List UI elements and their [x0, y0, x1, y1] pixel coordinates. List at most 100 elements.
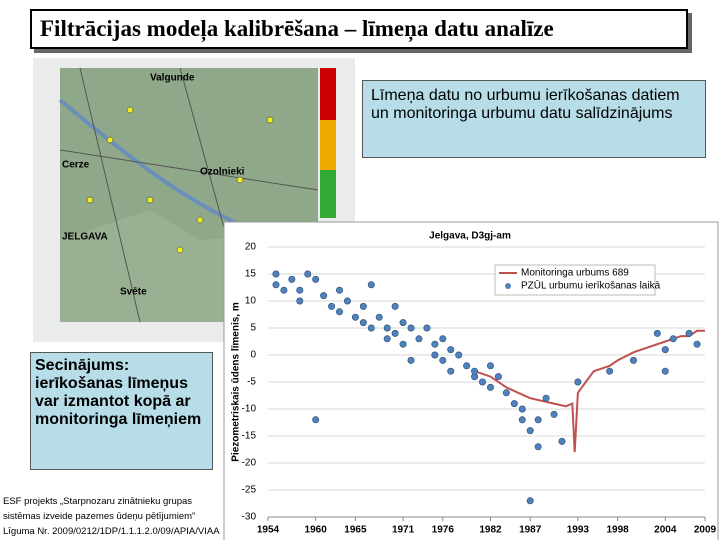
y-tick-label: -25 [242, 485, 257, 496]
data-point [375, 313, 383, 321]
data-point [367, 281, 375, 289]
slide-title: Filtrācijas modeļa kalibrēšana – līmeņa … [30, 9, 688, 49]
data-point [415, 335, 423, 343]
data-point [447, 346, 455, 354]
data-point [383, 335, 391, 343]
data-point [407, 356, 415, 364]
data-point [574, 378, 582, 386]
map-scale [320, 120, 336, 170]
map-label: Svēte [120, 287, 147, 298]
data-point [423, 324, 431, 332]
data-point [399, 340, 407, 348]
data-point [447, 367, 455, 375]
map-well [266, 116, 274, 124]
y-tick-label: -5 [247, 377, 256, 388]
data-point [336, 308, 344, 316]
data-point [431, 351, 439, 359]
legend-label: Monitoringa urbums 689 [521, 268, 629, 279]
x-tick-label: 1993 [567, 525, 590, 536]
map-well [236, 176, 244, 184]
data-point [550, 410, 558, 418]
data-point [518, 416, 526, 424]
data-point [661, 367, 669, 375]
data-point [296, 297, 304, 305]
data-point [359, 302, 367, 310]
data-point [534, 416, 542, 424]
data-point [391, 329, 399, 337]
footer-line: Līguma Nr. 2009/0212/1DP/1.1.1.2.0/09/AP… [3, 526, 220, 537]
map-well [126, 106, 134, 114]
data-point [399, 319, 407, 327]
data-point [431, 340, 439, 348]
data-point [304, 270, 312, 278]
data-point [510, 400, 518, 408]
x-tick-label: 2009 [694, 525, 717, 536]
data-point [351, 313, 359, 321]
data-point [669, 335, 677, 343]
y-tick-label: 15 [245, 269, 257, 280]
data-point [479, 378, 487, 386]
data-point [312, 416, 320, 424]
data-point [280, 286, 288, 294]
y-tick-label: -20 [242, 458, 257, 469]
x-tick-label: 1954 [257, 525, 280, 536]
map-well [196, 216, 204, 224]
data-point [296, 286, 304, 294]
data-point [534, 443, 542, 451]
map-scale [320, 170, 336, 218]
data-point [518, 405, 526, 413]
x-tick-label: 1998 [606, 525, 629, 536]
data-point [439, 335, 447, 343]
data-point [320, 292, 328, 300]
conclusion: Secinājums: ierīkošanas līmeņus var izma… [30, 352, 213, 470]
data-point [272, 270, 280, 278]
map-label: Ozolnieki [200, 167, 245, 178]
data-point [526, 497, 534, 505]
data-point [343, 297, 351, 305]
data-point [328, 302, 336, 310]
x-tick-label: 1987 [519, 525, 542, 536]
footer: ESF projekts „Starpnozaru zinātnieku gru… [3, 494, 220, 539]
callout: Līmeņa datu no urbumu ierīkošanas datiem… [362, 80, 706, 158]
y-tick-label: 0 [250, 350, 256, 361]
data-point [288, 275, 296, 283]
chart-title: Jelgava, D3gj-am [429, 231, 511, 242]
legend-label: PZŪL urbumu ierīkošanas laikā [521, 280, 661, 292]
map-label: JELGAVA [62, 232, 108, 243]
map-well [146, 196, 154, 204]
data-point [486, 362, 494, 370]
data-point [653, 329, 661, 337]
y-axis-label: Piezometriskais ūdens līmenis, m [231, 302, 242, 462]
legend-box [494, 264, 656, 296]
data-point [391, 302, 399, 310]
x-tick-label: 1965 [344, 525, 367, 536]
data-point [661, 346, 669, 354]
x-tick-label: 2004 [654, 525, 677, 536]
y-tick-label: -30 [242, 512, 257, 523]
y-tick-label: -15 [242, 431, 257, 442]
data-point [359, 319, 367, 327]
data-point [463, 362, 471, 370]
data-point [455, 351, 463, 359]
data-point [272, 281, 280, 289]
y-tick-label: 10 [245, 296, 257, 307]
data-point [606, 367, 614, 375]
footer-line: sistēmas izveide pazemes ūdeņu pētījumie… [3, 511, 196, 522]
map-well [176, 246, 184, 254]
map-label: Valgunde [150, 73, 195, 84]
footer-line: ESF projekts „Starpnozaru zinātnieku gru… [3, 496, 193, 507]
data-point [312, 275, 320, 283]
map-label: Cerze [62, 160, 90, 171]
x-tick-label: 1971 [392, 525, 415, 536]
data-point [407, 324, 415, 332]
data-point [685, 329, 693, 337]
y-tick-label: 20 [245, 242, 257, 253]
map-well [106, 136, 114, 144]
x-tick-label: 1960 [305, 525, 328, 536]
data-point [439, 356, 447, 364]
y-tick-label: 5 [250, 323, 256, 334]
data-point [494, 373, 502, 381]
data-point [486, 383, 494, 391]
